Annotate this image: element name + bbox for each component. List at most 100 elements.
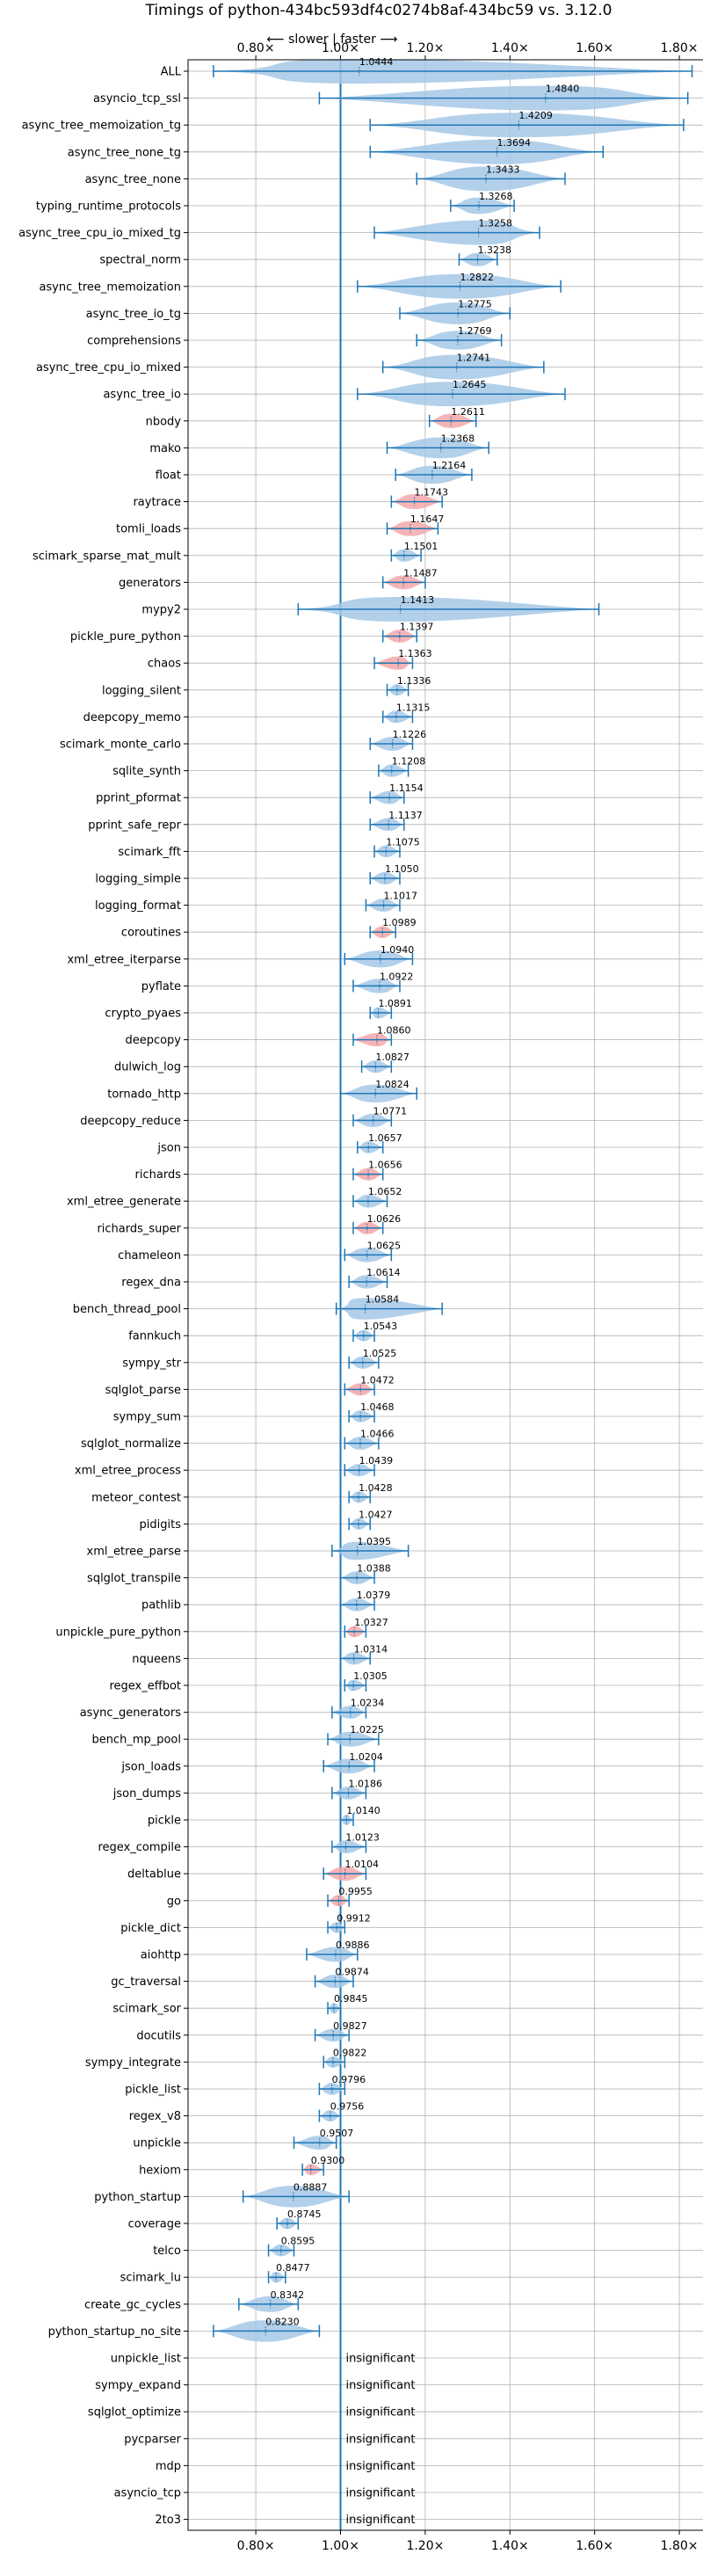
benchmark-label: json xyxy=(156,1142,181,1155)
benchmark-label: logging_format xyxy=(95,899,181,913)
value-label: 1.1017 xyxy=(384,891,418,902)
value-label: 1.2164 xyxy=(432,460,467,471)
value-label: 1.0234 xyxy=(351,1698,385,1709)
value-label: 1.1075 xyxy=(386,836,420,848)
x-tick-label-top: 1.40× xyxy=(491,41,529,55)
benchmark-label: generators xyxy=(119,577,181,590)
label-layer: ALL asyncio_tcp_ssl async_tree_memoization… xyxy=(18,56,579,2527)
insignificant-label: insignificant xyxy=(346,2487,416,2500)
insignificant-label: insignificant xyxy=(346,2353,416,2366)
benchmark-label: async_tree_none xyxy=(85,173,181,186)
value-label: 1.1363 xyxy=(398,648,432,659)
benchmark-label: bench_thread_pool xyxy=(73,1303,181,1316)
insignificant-label: insignificant xyxy=(346,2379,416,2392)
benchmark-label: scimark_sparse_mat_mult xyxy=(33,549,181,563)
benchmark-label: go xyxy=(167,1895,181,1908)
benchmark-label: json_dumps xyxy=(112,1787,181,1801)
value-label: 0.9912 xyxy=(337,1912,371,1924)
value-label: 1.2775 xyxy=(458,298,492,309)
benchmark-label: bench_mp_pool xyxy=(91,1734,181,1747)
benchmark-label: sqlglot_optimize xyxy=(88,2406,181,2420)
chart-title: Timings of python-434bc593df4c0274b8af-4… xyxy=(145,2,612,19)
benchmark-label: scimark_monte_carlo xyxy=(60,739,181,752)
value-label: 1.1501 xyxy=(404,541,438,552)
value-label: 0.9822 xyxy=(333,2047,367,2058)
benchmark-label: async_generators xyxy=(80,1706,182,1720)
value-label: 1.0327 xyxy=(354,1617,388,1628)
value-label: 1.0379 xyxy=(357,1590,391,1601)
benchmark-label: sympy_expand xyxy=(95,2379,181,2392)
x-tick-label-bottom: 0.80× xyxy=(237,2539,275,2553)
value-label: 0.9300 xyxy=(311,2155,345,2166)
value-label: 0.8342 xyxy=(271,2289,305,2301)
value-label: 0.9796 xyxy=(332,2074,366,2085)
benchmark-label: telco xyxy=(153,2245,181,2258)
value-label: 1.1315 xyxy=(396,702,431,713)
value-label: 1.1743 xyxy=(415,487,449,498)
benchmark-label: coroutines xyxy=(121,927,181,940)
value-label: 1.2368 xyxy=(441,433,475,444)
benchmark-label: logging_silent xyxy=(102,684,181,697)
benchmark-label: pyflate xyxy=(141,980,181,993)
benchmark-label: python_startup xyxy=(94,2191,181,2204)
benchmark-label: async_tree_cpu_io_mixed xyxy=(36,361,181,375)
benchmark-label: pprint_safe_repr xyxy=(88,819,181,832)
benchmark-label: xml_etree_generate xyxy=(67,1196,181,1209)
benchmark-label: create_gc_cycles xyxy=(84,2298,181,2311)
value-label: 1.2741 xyxy=(457,353,491,364)
benchmark-label: async_tree_memoization_tg xyxy=(22,120,181,133)
benchmark-label: async_tree_io_tg xyxy=(86,308,181,321)
value-label: 1.0225 xyxy=(350,1724,384,1736)
value-label: 1.2645 xyxy=(453,379,487,390)
benchmark-label: gc_traversal xyxy=(111,1976,181,1989)
value-label: 1.0614 xyxy=(366,1267,401,1278)
benchmark-label: typing_runtime_protocols xyxy=(36,200,181,214)
benchmark-label: sqlglot_parse xyxy=(105,1384,181,1397)
benchmark-label: asyncio_tcp xyxy=(114,2487,181,2500)
insignificant-label: insignificant xyxy=(346,2406,416,2420)
benchmark-label: pickle_pure_python xyxy=(70,630,181,644)
x-tick-label-bottom: 1.00× xyxy=(322,2539,359,2553)
benchmark-label: pickle_list xyxy=(125,2084,181,2097)
value-label: 1.4840 xyxy=(546,84,580,95)
insignificant-label: insignificant xyxy=(346,2460,416,2473)
benchmark-label: asyncio_tcp_ssl xyxy=(93,92,181,106)
value-label: 1.1647 xyxy=(410,513,445,525)
benchmark-label: sqlglot_normalize xyxy=(81,1437,181,1451)
benchmark-label: unpickle xyxy=(133,2137,181,2150)
value-label: 1.0123 xyxy=(345,1832,380,1844)
value-label: 1.3268 xyxy=(479,191,513,202)
benchmark-label: ALL xyxy=(161,66,182,79)
benchmark-label: pprint_pformat xyxy=(96,792,181,805)
value-label: 1.0891 xyxy=(378,998,412,1009)
value-label: 1.0657 xyxy=(368,1132,402,1144)
value-label: 1.0468 xyxy=(360,1401,395,1413)
value-label: 1.0525 xyxy=(363,1348,397,1359)
benchmark-label: raytrace xyxy=(133,496,181,509)
benchmark-label: spectral_norm xyxy=(99,254,181,267)
x-tick-label-bottom: 1.60× xyxy=(576,2539,613,2553)
value-label: 1.1154 xyxy=(389,782,424,794)
value-label: 1.0140 xyxy=(346,1805,380,1816)
benchmark-label: tomli_loads xyxy=(116,523,181,536)
benchmark-label: coverage xyxy=(128,2218,181,2231)
value-label: 1.0860 xyxy=(377,1025,411,1037)
benchmark-label: tornado_http xyxy=(107,1088,181,1101)
value-label: 1.0652 xyxy=(368,1186,402,1197)
value-label: 1.0444 xyxy=(359,56,394,68)
value-label: 1.0305 xyxy=(353,1670,388,1682)
benchmark-label: nqueens xyxy=(132,1653,181,1666)
value-label: 0.9874 xyxy=(335,1967,369,1978)
benchmark-label: 2to3 xyxy=(155,2514,181,2527)
value-label: 1.0314 xyxy=(354,1643,388,1655)
insignificant-label: insignificant xyxy=(346,2433,416,2446)
value-label: 1.0395 xyxy=(358,1536,392,1547)
plot-frame xyxy=(187,59,703,2531)
benchmark-label: scimark_sor xyxy=(112,2003,181,2016)
benchmark-label: xml_etree_process xyxy=(75,1465,181,1478)
benchmark-label: scimark_fft xyxy=(118,846,181,859)
value-label: 1.0625 xyxy=(367,1240,402,1251)
benchmark-label: pathlib xyxy=(141,1599,181,1612)
benchmark-label: deltablue xyxy=(127,1868,181,1881)
benchmark-label: deepcopy xyxy=(125,1034,181,1047)
